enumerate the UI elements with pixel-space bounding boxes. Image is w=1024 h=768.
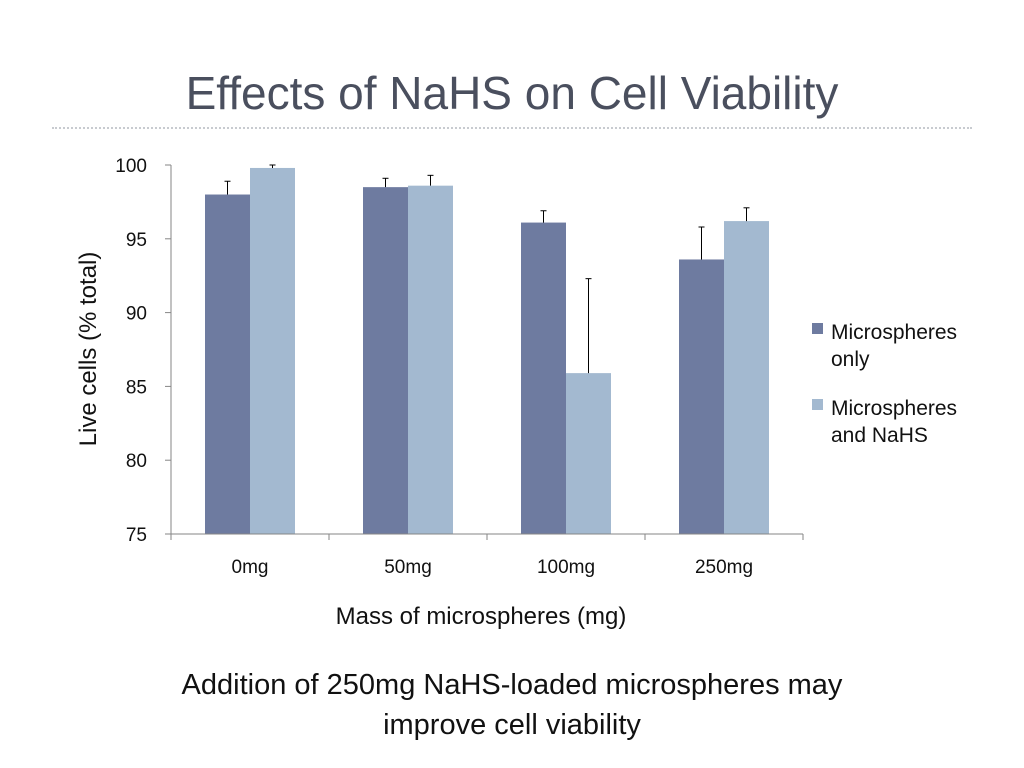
legend-label-1-line-2: only [831, 348, 870, 371]
y-tick-label-75: 75 [126, 525, 147, 546]
x-tick-label-50mg: 50mg [384, 557, 432, 578]
bar-1-100mg [521, 222, 566, 534]
bar-2-0mg [250, 167, 295, 534]
title-divider [52, 127, 972, 129]
caption-line-1: Addition of 250mg NaHS-loaded microspher… [181, 669, 843, 701]
legend-swatch-2 [812, 399, 823, 410]
legend-label-1-line-1: Microspheres [831, 321, 957, 344]
bar-2-100mg [566, 373, 611, 534]
x-tick-label-100mg: 100mg [537, 557, 595, 578]
x-tick-label-0mg: 0mg [232, 557, 269, 578]
x-axis-label: Mass of microspheres (mg) [336, 603, 627, 630]
y-tick-label-95: 95 [126, 230, 147, 251]
bar-1-0mg [205, 194, 250, 534]
legend-swatch-1 [812, 323, 823, 334]
slide-title: Effects of NaHS on Cell Viability [185, 67, 839, 119]
legend-label-2-line-2: and NaHS [831, 424, 928, 447]
legend-label-2-line-1: Microspheres [831, 397, 957, 420]
x-tick-label-250mg: 250mg [695, 557, 753, 578]
slide-caption: Addition of 250mg NaHS-loaded microspher… [0, 665, 1024, 745]
bars-layer [205, 167, 769, 534]
bar-1-50mg [363, 187, 408, 534]
bar-2-250mg [724, 221, 769, 534]
legend: Microspheres only Microspheres and NaHS [812, 321, 957, 447]
y-tick-label-100: 100 [115, 156, 147, 177]
y-tick-label-85: 85 [126, 377, 147, 398]
y-tick-label-90: 90 [126, 304, 147, 325]
caption-line-2: improve cell viability [383, 709, 641, 741]
bar-2-50mg [408, 185, 453, 534]
y-tick-label-80: 80 [126, 451, 147, 472]
axes-layer: 75 80 85 90 95 100 0mg 50mg 100mg 250mg [115, 156, 804, 578]
y-axis-label: Live cells (% total) [75, 252, 102, 447]
bar-1-250mg [679, 259, 724, 534]
error-bars-layer [224, 164, 750, 374]
